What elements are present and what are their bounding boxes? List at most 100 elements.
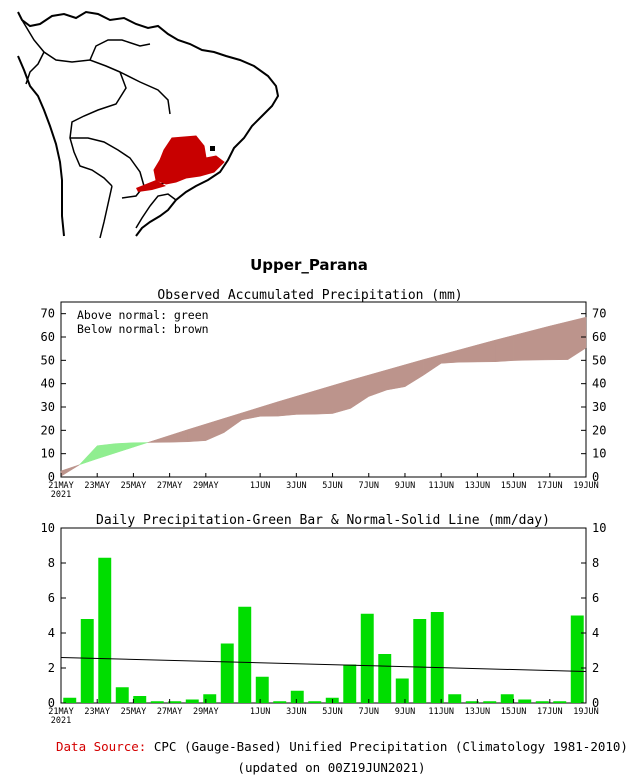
accum-diff-segment: [332, 379, 351, 414]
accum-xtick-label: 17JUN: [537, 481, 563, 491]
daily-bar: [308, 701, 322, 703]
daily-bar: [500, 694, 514, 703]
accum-xtick-label: 19JUN: [573, 481, 599, 491]
accum-diff-segment: [151, 435, 170, 443]
accum-diff-segment: [386, 364, 406, 391]
region-map: [0, 0, 290, 245]
data-source-label: Data Source:: [56, 739, 147, 754]
accum-ytick-label: 40: [41, 377, 55, 391]
accum-xtick-label: 1JUN: [250, 481, 270, 491]
accum-xtick-label: 15JUN: [501, 481, 527, 491]
daily-bar: [448, 694, 462, 703]
accum-legend-above: Above normal: green: [77, 308, 209, 322]
accum-year-label: 2021: [51, 490, 71, 500]
daily-bar: [395, 678, 409, 703]
accum-ytick-label: 20: [41, 423, 55, 437]
accum-ytick-label: 60: [41, 330, 55, 344]
accum-diff-segment: [296, 390, 315, 415]
accum-diff-segment: [513, 330, 532, 361]
accum-diff-segment: [531, 325, 551, 361]
accum-diff-segment: [350, 374, 370, 409]
daily-bar: [360, 613, 374, 703]
daily-ytick-label: 0: [48, 696, 55, 710]
daily-xtick-label: 7JUN: [359, 707, 379, 717]
accum-chart-title: Observed Accumulated Precipitation (mm): [157, 288, 462, 303]
accum-plot-frame: [60, 301, 587, 478]
daily-bar: [535, 701, 549, 703]
daily-bar: [255, 676, 269, 703]
daily-bar: [63, 697, 77, 703]
accum-diff-segment: [223, 412, 243, 434]
accum-diff-segment: [422, 354, 442, 376]
accum-ytick-label: 10: [41, 447, 55, 461]
daily-bar: [133, 696, 147, 703]
daily-bar: [168, 701, 182, 703]
daily-ytick-label: 4: [48, 626, 55, 640]
daily-ytick-label: 10: [41, 521, 55, 535]
daily-bar: [238, 606, 252, 703]
daily-xtick-label: 27MAY: [157, 707, 183, 717]
daily-bar: [465, 701, 479, 703]
accum-diff-segment: [169, 429, 188, 443]
accum-xtick-label: 27MAY: [157, 481, 183, 491]
daily-xtick-label: 9JUN: [395, 707, 415, 717]
accum-legend-below: Below normal: brown: [77, 322, 209, 336]
daily-bar: [290, 690, 304, 703]
accum-diff-segment: [241, 406, 261, 421]
daily-bar: [413, 619, 427, 703]
region-title: Upper_Parana: [250, 256, 368, 274]
map-coastline: [17, 10, 280, 237]
accum-diff-segment: [495, 335, 514, 362]
daily-ytick-label: 6: [48, 591, 55, 605]
accum-diff-segment: [147, 440, 152, 443]
accum-fills: [60, 316, 587, 477]
daily-xtick-label: 23MAY: [84, 707, 110, 717]
daily-plot-frame: [60, 527, 587, 704]
accum-diff-segment: [368, 369, 388, 397]
daily-ytick-label: 4: [592, 626, 599, 640]
accum-xtick-label: 5JUN: [322, 481, 342, 491]
accum-xtick-label: 13JUN: [465, 481, 491, 491]
daily-year-label: 2021: [51, 716, 71, 726]
daily-bar: [80, 619, 94, 703]
accum-diff-segment: [133, 442, 148, 448]
accum-diff-segment: [96, 443, 116, 460]
map-west-coast: [17, 55, 65, 237]
daily-xtick-label: 21MAY: [48, 707, 74, 717]
accum-ytick-label: 0: [592, 470, 599, 484]
daily-xtick-label: 29MAY: [193, 707, 219, 717]
daily-ytick-label: 8: [48, 556, 55, 570]
daily-bar: [483, 701, 497, 703]
daily-bar: [343, 664, 357, 703]
accum-xtick-label: 25MAY: [121, 481, 147, 491]
daily-xtick-label: 25MAY: [121, 707, 147, 717]
daily-axes: 0 0 2 2 4 4 6 6 8 8 10 10 21MAY 23MAY 25MAY 27MAY 29MAY 1…: [41, 521, 607, 726]
daily-ytick-label: 10: [592, 521, 606, 535]
accum-xtick-label: 21MAY: [48, 481, 74, 491]
daily-xtick-label: 1JUN: [250, 707, 270, 717]
data-source-line: Data Source: CPC (Gauge-Based) Unified P…: [56, 739, 628, 754]
daily-bar: [570, 615, 584, 703]
accum-diff-segment: [314, 385, 333, 415]
daily-xtick-label: 17JUN: [537, 707, 563, 717]
daily-ytick-label: 8: [592, 556, 599, 570]
daily-xtick-label: 3JUN: [286, 707, 306, 717]
daily-bar: [150, 701, 164, 703]
daily-chart-title: Daily Precipitation-Green Bar & Normal-S…: [96, 513, 550, 528]
daily-xtick-label: 15JUN: [501, 707, 527, 717]
accum-xtick-label: 9JUN: [395, 481, 415, 491]
accum-diff-segment: [404, 359, 424, 388]
accum-xtick-label: 23MAY: [84, 481, 110, 491]
accum-diff-segment: [567, 316, 587, 361]
map-region-tail: [136, 180, 166, 192]
accum-diff-segment: [60, 464, 80, 477]
daily-ytick-label: 2: [48, 661, 55, 675]
accum-diff-segment: [259, 401, 279, 417]
daily-bar: [98, 557, 112, 703]
accum-diff-segment: [277, 395, 297, 417]
accum-xtick-label: 7JUN: [359, 481, 379, 491]
accum-xtick-label: 3JUN: [286, 481, 306, 491]
accum-xtick-label: 11JUN: [428, 481, 454, 491]
daily-xtick-label: 11JUN: [428, 707, 454, 717]
accum-diff-segment: [477, 339, 496, 363]
